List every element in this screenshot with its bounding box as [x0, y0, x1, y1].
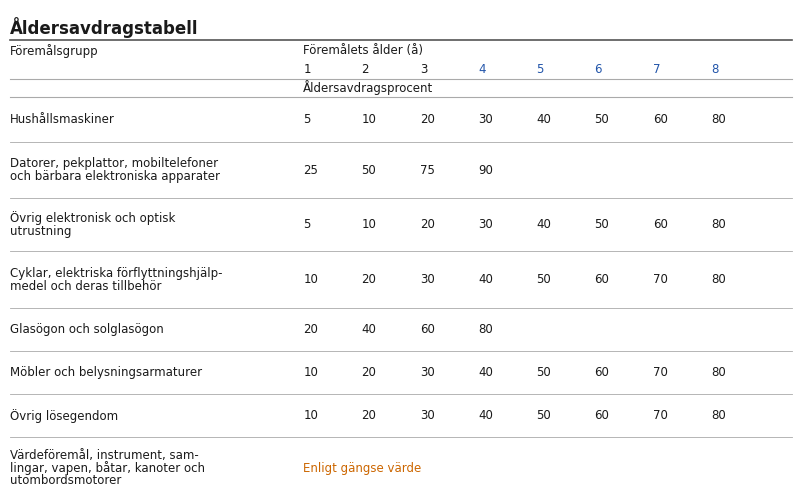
Text: Värdeföremål, instrument, sam-: Värdeföremål, instrument, sam- [10, 449, 199, 462]
Text: 40: 40 [536, 113, 551, 126]
Text: 75: 75 [420, 164, 435, 177]
Text: 60: 60 [595, 409, 610, 422]
Text: 10: 10 [303, 409, 318, 422]
Text: medel och deras tillbehör: medel och deras tillbehör [10, 279, 161, 293]
Text: 70: 70 [653, 366, 668, 379]
Text: 40: 40 [361, 323, 377, 336]
Text: 25: 25 [303, 164, 318, 177]
Text: 5: 5 [303, 113, 310, 126]
Text: 10: 10 [303, 366, 318, 379]
Text: 70: 70 [653, 273, 668, 286]
Text: Hushållsmaskiner: Hushållsmaskiner [10, 113, 114, 126]
Text: 5: 5 [303, 218, 310, 231]
Text: 90: 90 [478, 164, 493, 177]
Text: 60: 60 [653, 218, 668, 231]
Text: Glasögon och solglasögon: Glasögon och solglasögon [10, 323, 164, 336]
Text: 80: 80 [711, 273, 725, 286]
Text: 2: 2 [361, 63, 369, 76]
Text: 20: 20 [303, 323, 318, 336]
Text: 50: 50 [595, 113, 609, 126]
Text: 40: 40 [478, 273, 493, 286]
Text: Åldersavdragstabell: Åldersavdragstabell [10, 17, 198, 38]
Text: 20: 20 [361, 409, 377, 422]
Text: Enligt gängse värde: Enligt gängse värde [303, 462, 421, 475]
Text: 40: 40 [536, 218, 551, 231]
Text: 60: 60 [420, 323, 435, 336]
Text: 30: 30 [478, 113, 492, 126]
Text: 3: 3 [420, 63, 427, 76]
Text: 60: 60 [595, 366, 610, 379]
Text: Datorer, pekplattor, mobiltelefoner: Datorer, pekplattor, mobiltelefoner [10, 157, 218, 170]
Text: Cyklar, elektriska förflyttningshjälp-: Cyklar, elektriska förflyttningshjälp- [10, 267, 222, 280]
Text: 50: 50 [536, 273, 551, 286]
Text: 8: 8 [711, 63, 718, 76]
Text: 60: 60 [595, 273, 610, 286]
Text: 20: 20 [361, 273, 377, 286]
Text: 80: 80 [478, 323, 492, 336]
Text: 20: 20 [420, 113, 435, 126]
Text: Övrig elektronisk och optisk: Övrig elektronisk och optisk [10, 212, 175, 225]
Text: 1: 1 [303, 63, 310, 76]
Text: 50: 50 [361, 164, 376, 177]
Text: 60: 60 [653, 113, 668, 126]
Text: Åldersavdragsprocent: Åldersavdragsprocent [303, 80, 433, 95]
Text: utrustning: utrustning [10, 225, 71, 238]
Text: 4: 4 [478, 63, 485, 76]
Text: 40: 40 [478, 366, 493, 379]
Text: lingar, vapen, båtar, kanoter och: lingar, vapen, båtar, kanoter och [10, 461, 204, 475]
Text: utombordsmotorer: utombordsmotorer [10, 474, 121, 488]
Text: Föremålets ålder (å): Föremålets ålder (å) [303, 44, 423, 57]
Text: 20: 20 [420, 218, 435, 231]
Text: 6: 6 [595, 63, 602, 76]
Text: 50: 50 [536, 409, 551, 422]
Text: 30: 30 [420, 366, 434, 379]
Text: 80: 80 [711, 366, 725, 379]
Text: 40: 40 [478, 409, 493, 422]
Text: 30: 30 [478, 218, 492, 231]
Text: 30: 30 [420, 273, 434, 286]
Text: 70: 70 [653, 409, 668, 422]
Text: 5: 5 [536, 63, 543, 76]
Text: 80: 80 [711, 409, 725, 422]
Text: 50: 50 [595, 218, 609, 231]
Text: 10: 10 [303, 273, 318, 286]
Text: 50: 50 [536, 366, 551, 379]
Text: Övrig lösegendom: Övrig lösegendom [10, 409, 117, 423]
Text: Föremålsgrupp: Föremålsgrupp [10, 44, 98, 57]
Text: 10: 10 [361, 113, 377, 126]
Text: 20: 20 [361, 366, 377, 379]
Text: Möbler och belysningsarmaturer: Möbler och belysningsarmaturer [10, 366, 202, 379]
Text: 80: 80 [711, 113, 725, 126]
Text: 30: 30 [420, 409, 434, 422]
Text: och bärbara elektroniska apparater: och bärbara elektroniska apparater [10, 170, 219, 183]
Text: 80: 80 [711, 218, 725, 231]
Text: 10: 10 [361, 218, 377, 231]
Text: 7: 7 [653, 63, 660, 76]
